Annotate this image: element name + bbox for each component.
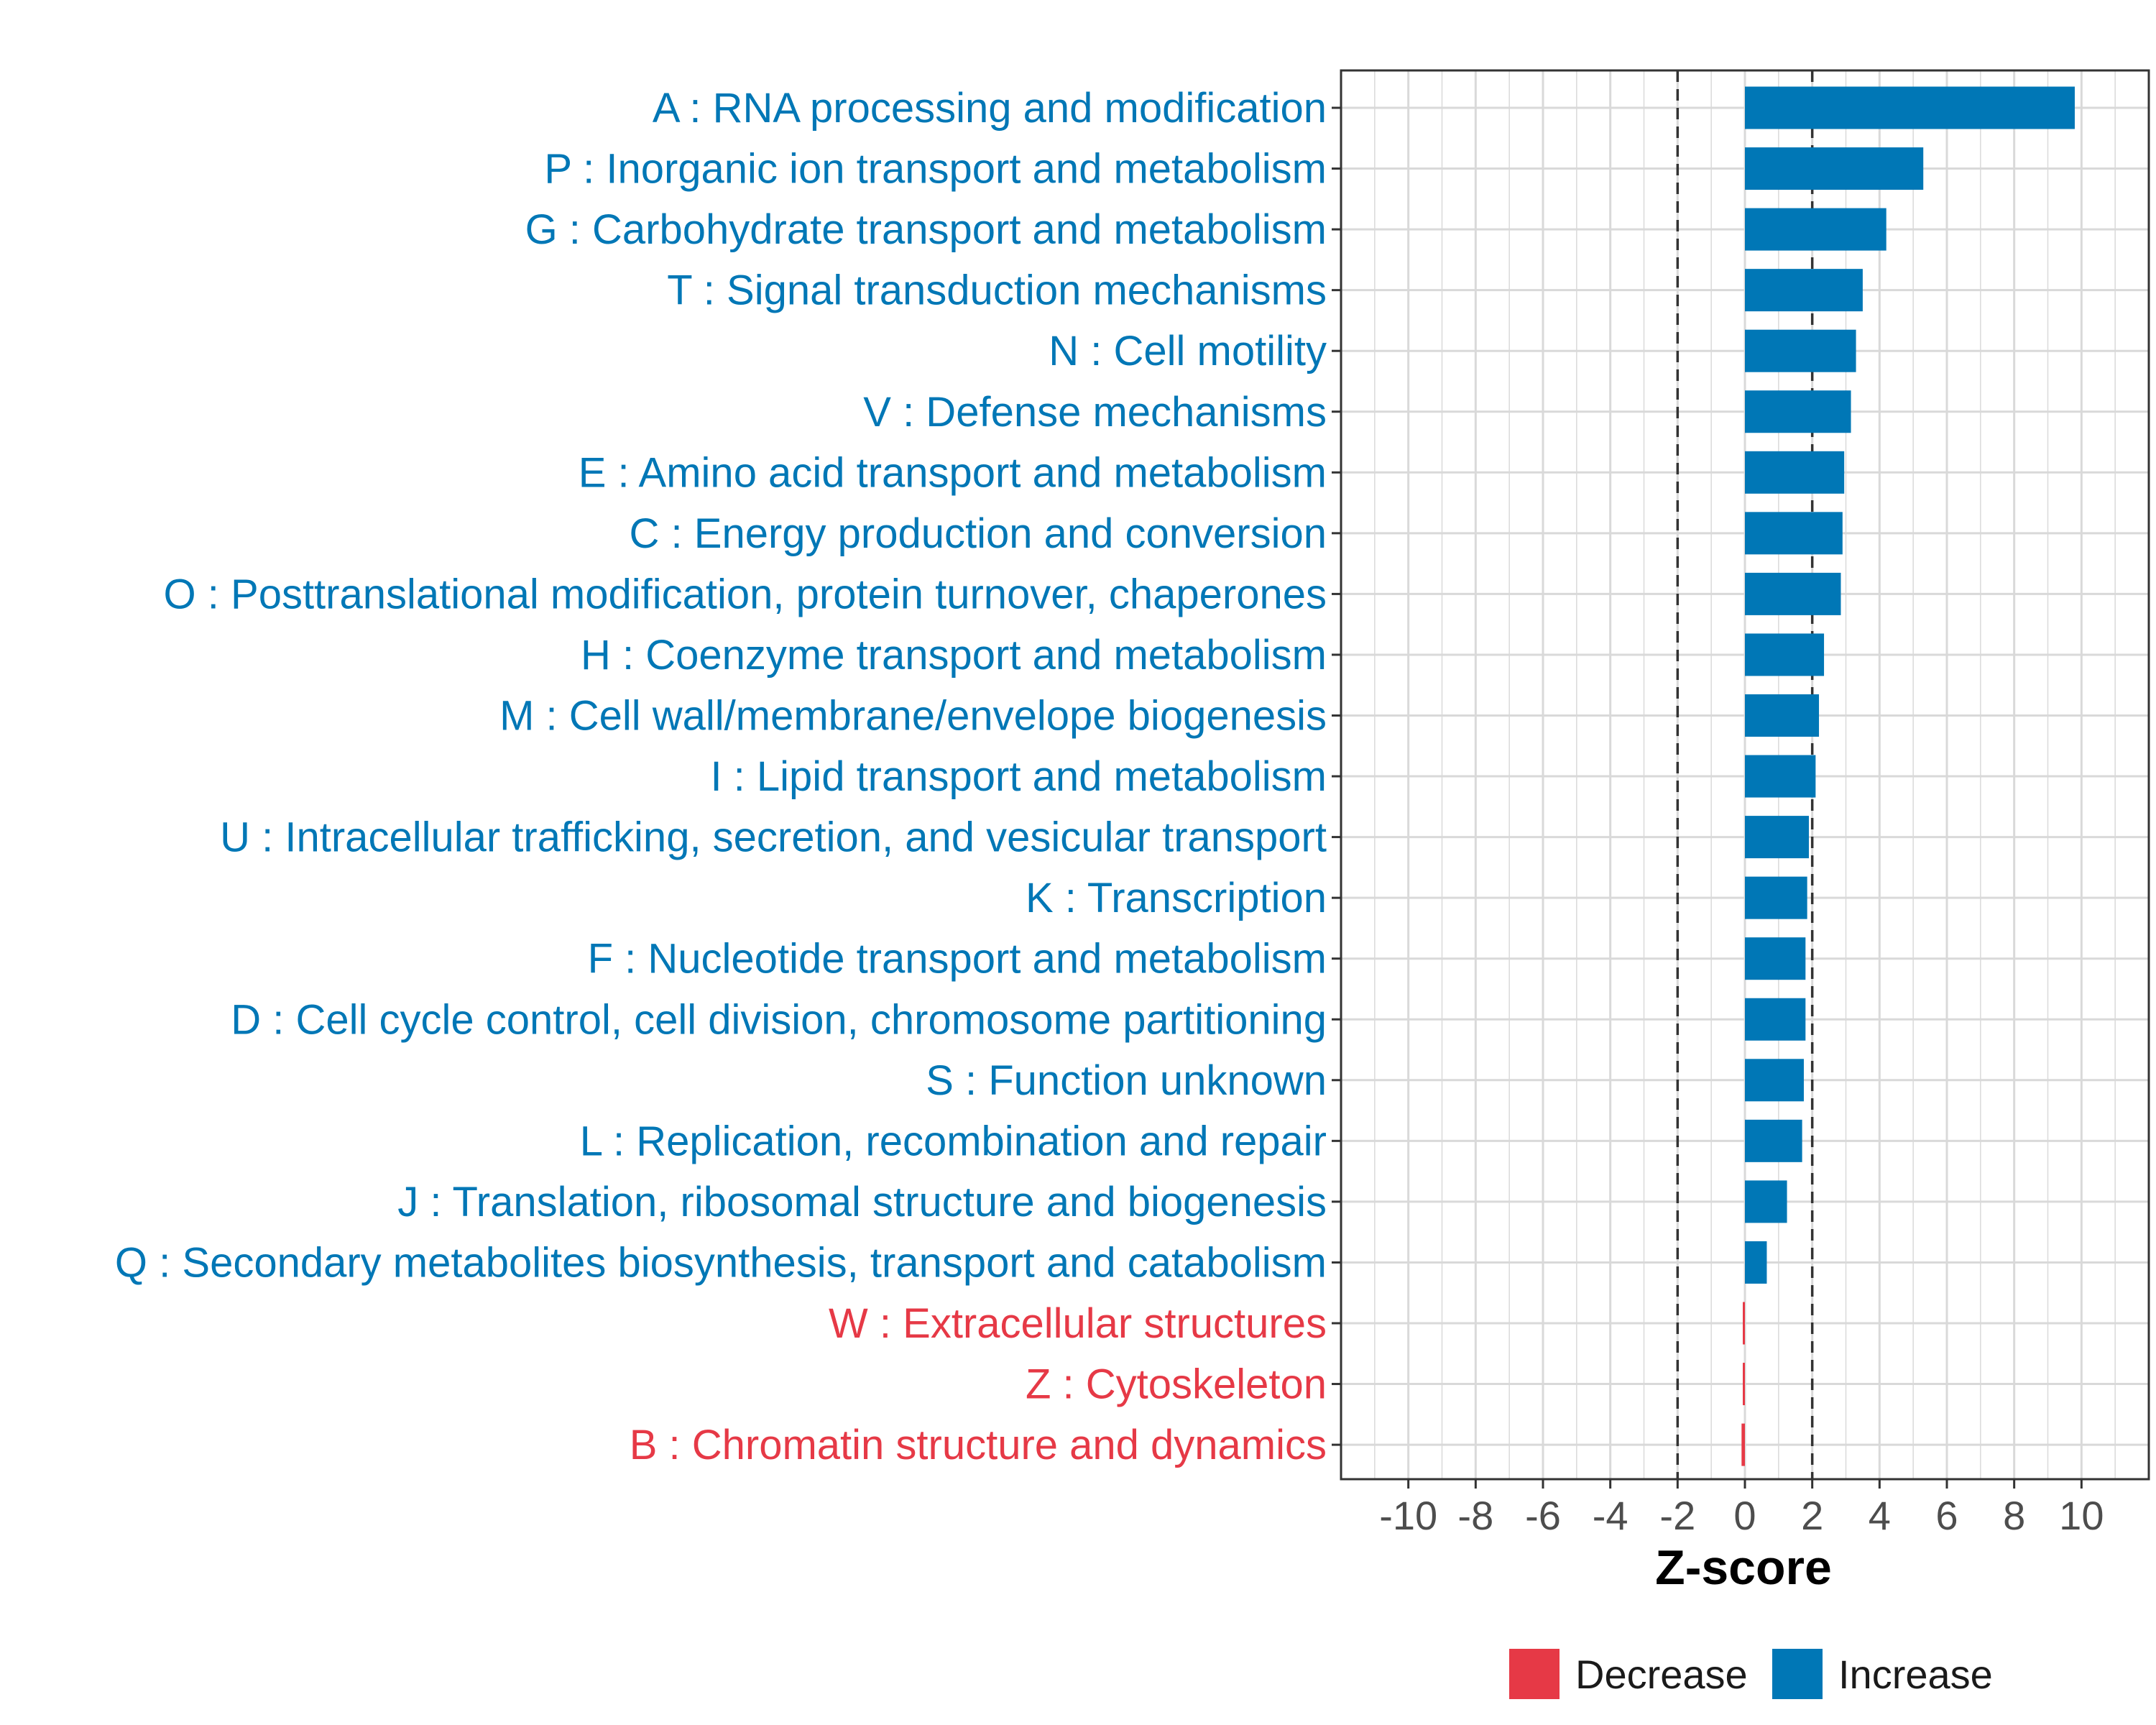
category-label: W : Extracellular structures (829, 1300, 1327, 1347)
bar-3 (1745, 208, 1886, 251)
x-tick-labels: -10 -8 -6 -4 -2 0 2 4 6 8 10 (1379, 1493, 2104, 1538)
bar-6 (1745, 390, 1851, 433)
bar-9 (1745, 572, 1841, 615)
x-tick-label: 0 (1733, 1493, 1756, 1538)
bar-10 (1745, 633, 1825, 676)
category-label: Q : Secondary metabolites biosynthesis, … (115, 1239, 1327, 1286)
category-label: C : Energy production and conversion (630, 510, 1327, 557)
category-label: U : Intracellular trafficking, secretion… (220, 814, 1327, 861)
x-tick-label: -10 (1379, 1493, 1437, 1538)
legend-swatch-decrease (1509, 1649, 1560, 1699)
category-label: G : Carbohydrate transport and metabolis… (525, 206, 1327, 253)
bar-12 (1745, 755, 1816, 798)
bar-15 (1745, 937, 1806, 980)
bar-22 (1743, 1363, 1745, 1406)
bar-16 (1745, 998, 1806, 1041)
category-label: B : Chromatin structure and dynamics (630, 1422, 1327, 1468)
category-label: K : Transcription (1026, 875, 1327, 921)
bar-21 (1743, 1302, 1745, 1345)
category-label: J : Translation, ribosomal structure and… (397, 1179, 1327, 1225)
x-tick-label: -4 (1593, 1493, 1628, 1538)
category-label: T : Signal transduction mechanisms (667, 267, 1327, 314)
category-label: O : Posttranslational modification, prot… (164, 571, 1327, 617)
category-label: A : RNA processing and modification (653, 85, 1327, 132)
legend-label-increase: Increase (1838, 1652, 1993, 1697)
bar-1 (1745, 86, 2075, 129)
category-label: D : Cell cycle control, cell division, c… (231, 996, 1327, 1043)
bars (1741, 86, 2075, 1466)
x-tick-label: -8 (1457, 1493, 1493, 1538)
bar-17 (1745, 1059, 1804, 1102)
legend-label-decrease: Decrease (1575, 1652, 1748, 1697)
legend-swatch-increase (1772, 1649, 1823, 1699)
category-label: Z : Cytoskeleton (1026, 1361, 1327, 1408)
x-tick-label: 8 (2003, 1493, 2025, 1538)
x-tick-label: -6 (1525, 1493, 1561, 1538)
category-label: H : Coenzyme transport and metabolism (581, 632, 1327, 678)
bar-11 (1745, 694, 1820, 737)
legend: Decrease Increase (1509, 1649, 1993, 1699)
category-label: S : Function unknown (926, 1057, 1327, 1104)
bar-2 (1745, 147, 1924, 190)
bar-8 (1745, 512, 1843, 555)
x-tick-label: -2 (1659, 1493, 1695, 1538)
x-axis-title: Z-score (1655, 1540, 1832, 1595)
bar-4 (1745, 269, 1863, 312)
bar-18 (1745, 1119, 1802, 1162)
category-label: I : Lipid transport and metabolism (710, 753, 1327, 800)
y-axis-ticks (1332, 106, 1341, 1446)
bar-19 (1745, 1180, 1787, 1223)
category-label: N : Cell motility (1049, 328, 1327, 374)
bar-13 (1745, 816, 1809, 859)
category-label: L : Replication, recombination and repai… (580, 1118, 1327, 1164)
category-label: M : Cell wall/membrane/envelope biogenes… (499, 693, 1327, 740)
bar-23 (1741, 1423, 1745, 1466)
x-axis-ticks (1407, 1479, 2083, 1489)
category-label: F : Nucleotide transport and metabolism (588, 936, 1327, 983)
x-tick-label: 6 (1935, 1493, 1958, 1538)
category-label: P : Inorganic ion transport and metaboli… (544, 146, 1327, 193)
category-labels: A : RNA processing and modification P : I… (115, 85, 1327, 1468)
x-tick-label: 2 (1801, 1493, 1823, 1538)
category-label: V : Defense mechanisms (863, 389, 1327, 436)
category-label: E : Amino acid transport and metabolism (579, 449, 1327, 496)
bar-7 (1745, 451, 1845, 494)
bar-5 (1745, 329, 1856, 372)
x-tick-label: 10 (2059, 1493, 2104, 1538)
bar-14 (1745, 876, 1807, 919)
bar-20 (1745, 1241, 1767, 1284)
x-tick-label: 4 (1869, 1493, 1891, 1538)
